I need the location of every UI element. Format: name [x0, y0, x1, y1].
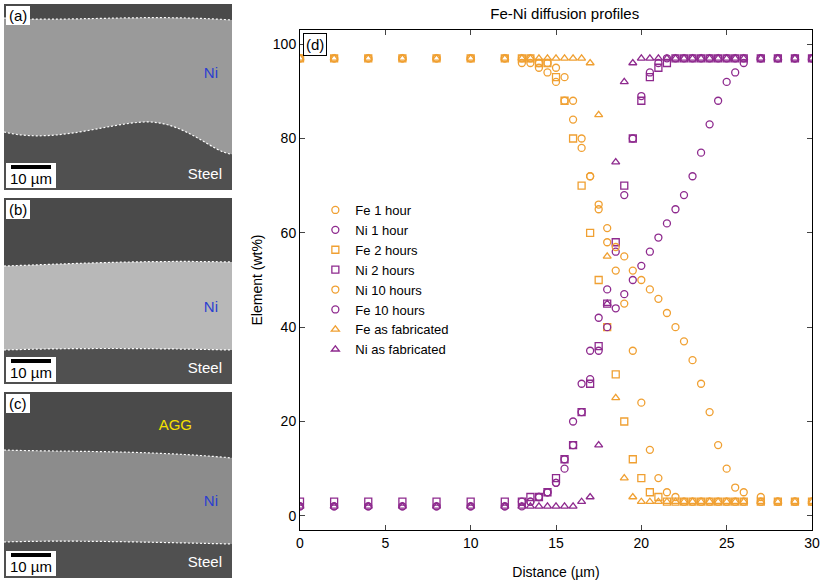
svg-text:20: 20 [634, 535, 650, 551]
svg-text:20: 20 [281, 413, 297, 429]
svg-text:25: 25 [719, 535, 735, 551]
svg-text:30: 30 [804, 535, 820, 551]
svg-text:Fe-Ni diffusion profiles: Fe-Ni diffusion profiles [490, 5, 639, 22]
svg-text:80: 80 [281, 130, 297, 146]
svg-text:15: 15 [548, 535, 564, 551]
svg-text:Ni 10 hours: Ni 10 hours [355, 283, 422, 298]
html-text:10 µm: 10 µm [10, 558, 52, 575]
svg-text:100: 100 [273, 36, 297, 52]
svg-text:60: 60 [281, 225, 297, 241]
svg-text:0: 0 [288, 508, 296, 524]
svg-text:40: 40 [281, 319, 297, 335]
html-text:Steel: Steel [187, 165, 222, 182]
svg-text:Fe as fabricated: Fe as fabricated [355, 322, 448, 337]
svg-text:5: 5 [381, 535, 389, 551]
svg-text:0: 0 [296, 535, 304, 551]
html-text:(c): (c) [9, 395, 27, 412]
svg-text:Element (wt%): Element (wt%) [249, 234, 265, 325]
html-text:Ni: Ni [203, 298, 218, 315]
svg-text:Fe 2 hours: Fe 2 hours [355, 243, 418, 258]
svg-text:(d): (d) [306, 36, 324, 53]
svg-text:Fe 10 hours: Fe 10 hours [355, 303, 425, 318]
svg-text:Ni as fabricated: Ni as fabricated [355, 342, 445, 357]
html-text:(b): (b) [9, 201, 28, 218]
svg-text:Ni 2 hours: Ni 2 hours [355, 263, 415, 278]
svg-text:Distance (µm): Distance (µm) [512, 564, 599, 580]
html-text:Steel: Steel [187, 553, 222, 570]
html-text:Ni: Ni [203, 64, 218, 81]
html-text:Steel: Steel [187, 359, 222, 376]
html-text:AGG: AGG [158, 416, 192, 433]
svg-text:Ni 1 hour: Ni 1 hour [355, 223, 408, 238]
svg-text:10: 10 [463, 535, 479, 551]
html-text:Ni: Ni [203, 492, 218, 509]
svg-text:Fe 1 hour: Fe 1 hour [355, 203, 411, 218]
html-text:10 µm: 10 µm [10, 170, 52, 187]
html-text:10 µm: 10 µm [10, 364, 52, 381]
html-text:(a): (a) [9, 7, 28, 24]
